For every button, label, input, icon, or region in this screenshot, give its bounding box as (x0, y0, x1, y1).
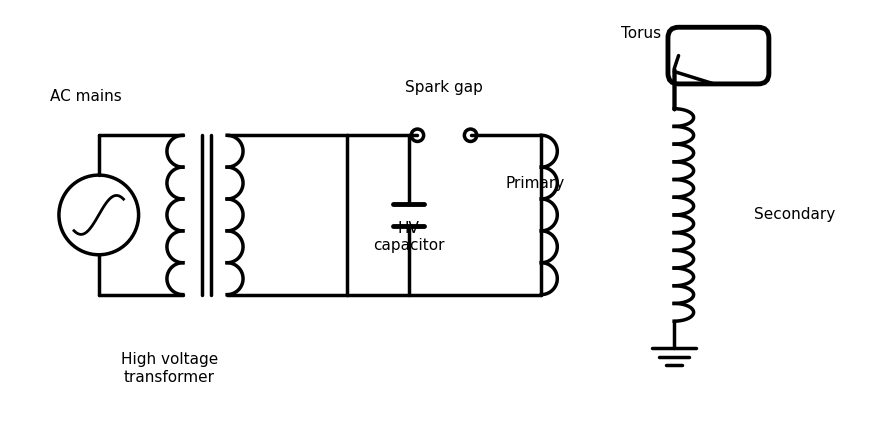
Text: Torus: Torus (621, 26, 661, 41)
FancyBboxPatch shape (668, 27, 769, 84)
Text: Spark gap: Spark gap (405, 80, 483, 96)
Text: Primary: Primary (506, 176, 566, 192)
Text: AC mains: AC mains (50, 89, 122, 104)
Text: Secondary: Secondary (754, 208, 835, 222)
Text: High voltage
transformer: High voltage transformer (121, 352, 218, 384)
Text: HV
capacitor: HV capacitor (373, 221, 444, 253)
